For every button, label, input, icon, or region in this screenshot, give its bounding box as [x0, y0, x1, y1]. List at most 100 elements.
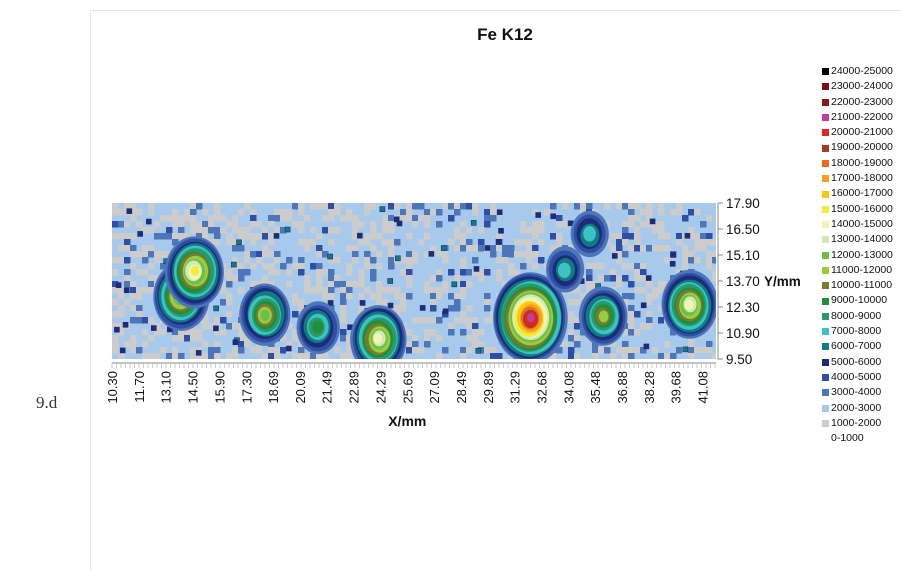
- heatmap-speck: [122, 321, 129, 328]
- heatmap-cell: [532, 263, 539, 270]
- heatmap-cell: [112, 341, 119, 348]
- heatmap-speck: [126, 208, 133, 214]
- heatmap-speck: [236, 239, 242, 246]
- heatmap-cell: [340, 305, 347, 312]
- heatmap-cell: [400, 215, 407, 222]
- heatmap-cell: [574, 353, 581, 359]
- heatmap-cell: [574, 323, 581, 330]
- heatmap-cell: [244, 257, 251, 264]
- heatmap-cell: [634, 245, 641, 252]
- heatmap-cell: [550, 353, 557, 359]
- heatmap-cell: [466, 317, 473, 324]
- heatmap-cell: [658, 233, 665, 240]
- heatmap-cell: [148, 209, 155, 216]
- legend-swatch: [822, 190, 829, 198]
- heatmap-cell: [688, 353, 695, 359]
- heatmap-cell: [628, 203, 635, 210]
- plot-area: [112, 203, 716, 359]
- legend-label: 19000-20000: [831, 141, 893, 154]
- x-tick-label: 28.49: [454, 371, 469, 404]
- heatmap-cell: [688, 209, 695, 216]
- heatmap-cell: [232, 275, 239, 282]
- heatmap-cell: [430, 287, 437, 294]
- heatmap-speck: [395, 255, 401, 262]
- heatmap-cell: [184, 209, 191, 216]
- heatmap-cell: [136, 251, 143, 258]
- heatmap-cell: [364, 239, 371, 246]
- heatmap-cell: [166, 353, 173, 359]
- heatmap-cell: [406, 347, 413, 354]
- heatmap-cell: [676, 203, 683, 210]
- heatmap-cell: [286, 341, 293, 348]
- x-tick-label: 41.08: [696, 371, 711, 404]
- heatmap-cell: [124, 341, 131, 348]
- x-tick-label: 31.29: [508, 371, 523, 404]
- heatmap-cell: [700, 221, 707, 228]
- heatmap-cell: [310, 287, 317, 294]
- legend-swatch: [822, 389, 829, 397]
- heatmap-cell: [406, 209, 413, 216]
- heatmap-cell: [490, 353, 497, 359]
- heatmap-cell: [454, 245, 461, 252]
- heatmap-cell: [406, 275, 413, 282]
- heatmap-cell: [286, 323, 293, 330]
- heatmap-cell: [436, 221, 443, 228]
- heatmap-cell: [148, 245, 155, 252]
- heatmap-cell: [370, 275, 377, 282]
- heatmap-cell: [508, 245, 515, 252]
- legend-item: 19000-20000: [822, 140, 901, 155]
- heatmap-cell: [352, 251, 359, 258]
- heatmap-cell: [616, 251, 623, 258]
- heatmap-cell: [640, 347, 647, 354]
- heatmap-cell: [166, 227, 173, 234]
- heatmap-cell: [400, 293, 407, 300]
- legend-swatch: [822, 205, 829, 213]
- heatmap-cell: [604, 203, 611, 210]
- heatmap-cell: [214, 233, 221, 240]
- heatmap-cell: [646, 281, 653, 288]
- hotspot-contour: [583, 225, 596, 242]
- legend-swatch: [822, 129, 829, 137]
- heatmap-cell: [316, 287, 323, 294]
- heatmap-cell: [160, 263, 167, 270]
- heatmap-cell: [196, 227, 203, 234]
- heatmap-cell: [658, 209, 665, 216]
- heatmap-cell: [610, 275, 617, 282]
- heatmap-cell: [208, 221, 215, 228]
- y-axis: 17.90 16.50 15.10 13.70 12.30 10.90 9.50 Y/mm: [717, 196, 801, 367]
- heatmap-cell: [640, 221, 647, 228]
- heatmap-cell: [370, 227, 377, 234]
- heatmap-cell: [622, 263, 629, 270]
- heatmap-cell: [424, 287, 431, 294]
- heatmap-cell: [202, 233, 209, 240]
- heatmap-cell: [322, 293, 329, 300]
- heatmap-cell: [706, 233, 713, 240]
- heatmap-cell: [412, 215, 419, 222]
- heatmap-cell: [586, 287, 593, 294]
- y-tick-label: 17.90: [726, 196, 760, 211]
- heatmap-cell: [148, 287, 155, 294]
- legend-item: 20000-21000: [822, 125, 901, 140]
- heatmap-cell: [622, 251, 629, 258]
- heatmap-cell: [142, 257, 149, 264]
- heatmap-cell: [358, 293, 365, 300]
- heatmap-speck: [396, 220, 403, 227]
- heatmap-cell: [460, 245, 467, 252]
- figure-label: 9.d: [36, 393, 58, 412]
- heatmap-cell: [604, 221, 611, 228]
- heatmap-cell: [436, 335, 443, 342]
- heatmap-cell: [226, 269, 233, 276]
- legend-label: 23000-24000: [831, 80, 893, 93]
- heatmap-cell: [364, 203, 371, 210]
- heatmap-cell: [334, 209, 341, 216]
- heatmap-cell: [442, 257, 449, 264]
- heatmap-cell: [448, 269, 455, 276]
- x-tick-label: 24.29: [373, 371, 388, 404]
- heatmap-cell: [658, 353, 665, 359]
- heatmap-cell: [244, 335, 251, 342]
- heatmap-cell: [694, 347, 701, 354]
- heatmap-cell: [460, 287, 467, 294]
- heatmap-cell: [202, 341, 209, 348]
- heatmap-cell: [124, 281, 131, 288]
- heatmap-cell: [634, 263, 641, 270]
